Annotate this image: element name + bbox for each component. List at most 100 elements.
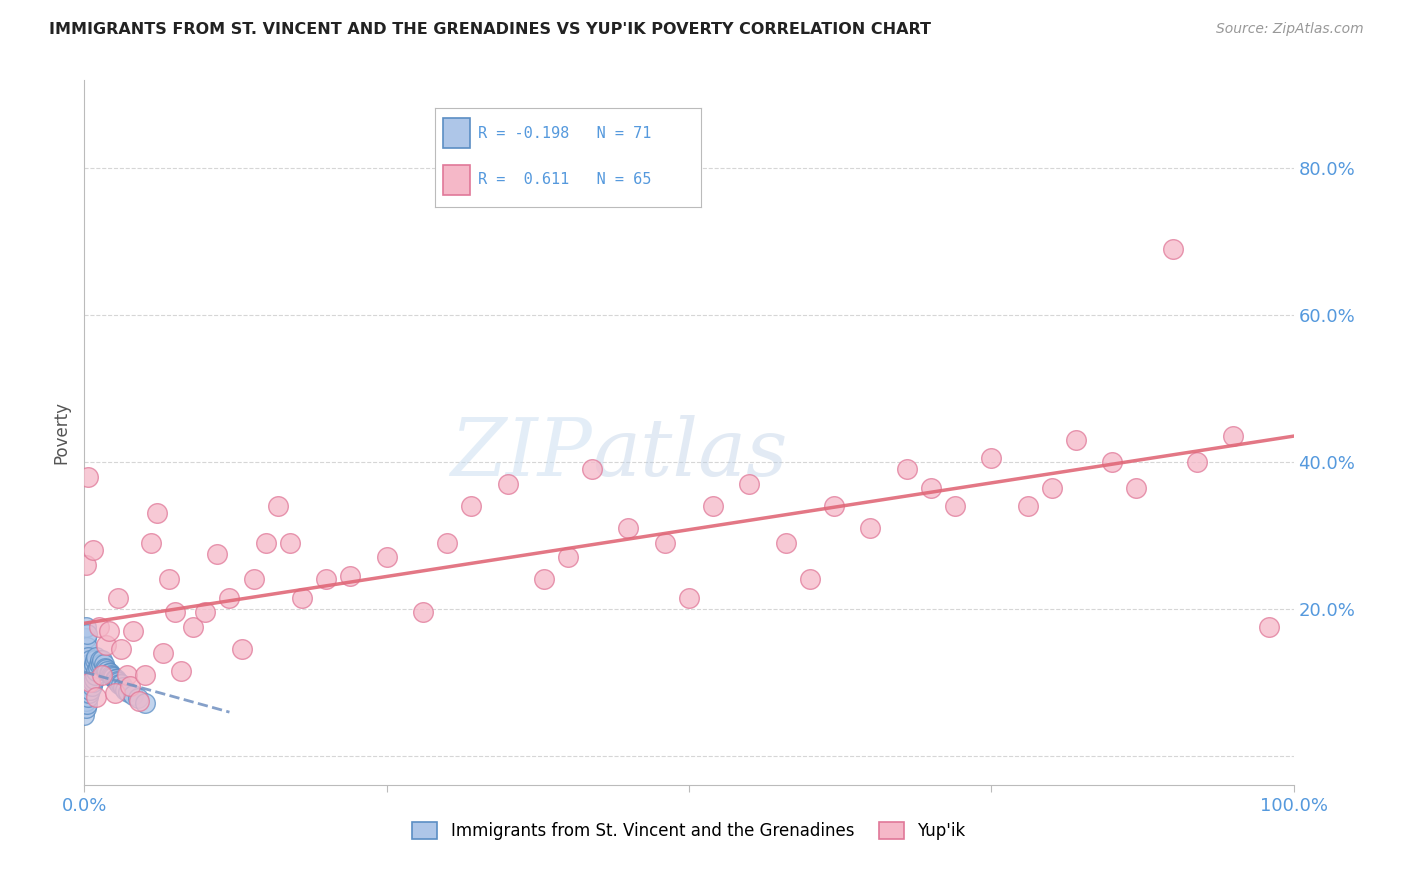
Point [87, 657, 110, 671]
Point [79, 668, 101, 682]
Point [76, 686, 98, 700]
Point [73, 708, 96, 723]
Point [799, 573, 821, 587]
Point [194, 606, 217, 620]
Point [84, 653, 107, 667]
Point [146, 507, 169, 521]
Point [436, 535, 458, 549]
Point [139, 535, 162, 549]
Point [127, 691, 149, 706]
Point [242, 573, 264, 587]
Point [77, 649, 100, 664]
Point [105, 673, 128, 688]
Point [496, 477, 519, 491]
Point [1161, 242, 1184, 256]
Point [738, 477, 761, 491]
Point [94, 660, 117, 674]
Point [89, 653, 111, 667]
Point [460, 499, 482, 513]
Point [73, 664, 96, 678]
Point [82, 660, 104, 674]
Point [104, 673, 127, 687]
Point [134, 696, 156, 710]
Point [980, 451, 1002, 466]
Point [775, 535, 797, 549]
Point [76, 664, 98, 678]
Point [1064, 433, 1087, 447]
Point [581, 462, 603, 476]
Point [157, 573, 180, 587]
Point [75, 558, 97, 572]
Point [115, 668, 138, 682]
Point [73, 657, 96, 671]
Point [76, 640, 98, 654]
Point [75, 653, 97, 667]
Point [90, 657, 112, 671]
Point [104, 686, 127, 700]
Point [76, 627, 98, 641]
Point [86, 664, 108, 678]
Point [1125, 481, 1147, 495]
Point [412, 606, 434, 620]
Point [86, 649, 108, 664]
Point [83, 672, 105, 686]
Point [75, 672, 97, 686]
Point [100, 668, 122, 682]
Point [77, 672, 100, 686]
Point [77, 679, 100, 693]
Point [103, 670, 125, 684]
Point [110, 642, 132, 657]
Point [73, 675, 96, 690]
Point [654, 535, 676, 549]
Point [231, 642, 253, 657]
Point [73, 646, 96, 660]
Point [254, 535, 277, 549]
Point [120, 679, 142, 693]
Point [91, 653, 114, 667]
Point [97, 624, 120, 638]
Point [75, 620, 97, 634]
Point [86, 690, 108, 704]
Point [678, 591, 700, 605]
Point [291, 591, 314, 605]
Point [107, 591, 129, 605]
Point [75, 642, 97, 657]
Point [80, 664, 103, 678]
Point [117, 684, 139, 698]
Point [75, 660, 97, 674]
Point [823, 499, 845, 513]
Point [94, 662, 117, 676]
Y-axis label: Poverty: Poverty [52, 401, 70, 464]
Point [101, 669, 124, 683]
Point [77, 657, 100, 671]
Point [181, 620, 204, 634]
Point [107, 675, 129, 690]
Point [91, 668, 114, 682]
Point [1017, 499, 1039, 513]
Point [121, 689, 143, 703]
Point [375, 550, 398, 565]
Point [114, 682, 136, 697]
Point [617, 521, 640, 535]
Point [73, 690, 96, 704]
Point [170, 664, 193, 678]
Point [533, 573, 555, 587]
Point [121, 624, 143, 638]
Point [859, 521, 882, 535]
Point [108, 676, 131, 690]
Text: atlas: atlas [592, 415, 787, 492]
Point [75, 686, 97, 700]
Point [76, 675, 98, 690]
Text: Source: ZipAtlas.com: Source: ZipAtlas.com [1216, 22, 1364, 37]
Point [152, 646, 174, 660]
Point [315, 573, 337, 587]
Point [267, 499, 290, 513]
Point [97, 665, 120, 680]
Point [77, 690, 100, 704]
Point [134, 668, 156, 682]
Point [76, 653, 98, 667]
Text: ZIP: ZIP [450, 415, 592, 492]
Point [557, 550, 579, 565]
Point [77, 469, 100, 483]
Point [920, 481, 942, 495]
